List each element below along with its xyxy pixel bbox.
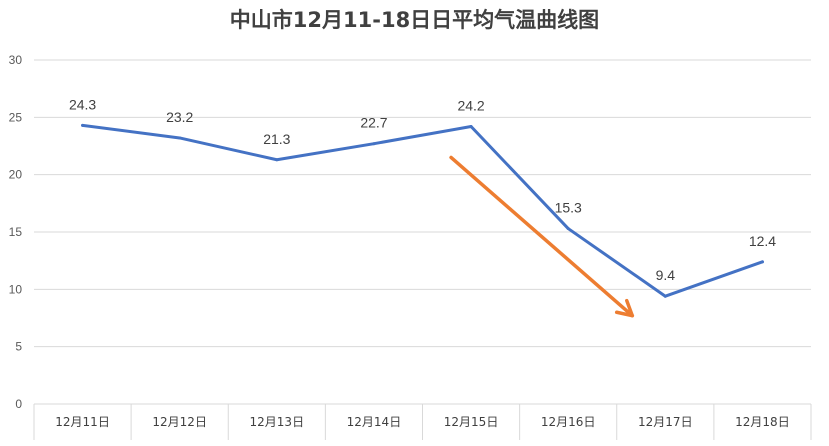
y-tick-label: 0 [15,397,22,411]
axes: 0 5 10 15 20 25 30 12月11日 12月12日 12月13日 12月14日 12月1… [9,53,812,440]
data-label: 23.2 [166,109,193,125]
data-point [275,158,279,162]
y-tick-label: 30 [9,53,23,67]
y-tick-label: 5 [15,340,22,354]
annotations [449,155,635,318]
data-label: 22.7 [360,115,387,131]
x-tick-label: 12月12日 [152,415,207,429]
data-point [663,294,667,298]
gridlines [34,59,811,348]
data-labels: 24.3 23.2 21.3 22.7 24.2 15.3 9.4 12.4 [69,96,776,283]
y-tick-label: 20 [9,168,23,182]
data-point [178,136,182,140]
y-tick-label: 10 [9,282,23,296]
data-point [372,142,376,146]
x-tick-label: 12月13日 [250,415,305,429]
x-tick-label: 12月16日 [541,415,596,429]
y-tick-label: 15 [9,225,23,239]
trend-arrow-head [614,298,635,318]
chart-title: 中山市12月11-18日日平均气温曲线图 [229,8,600,32]
data-label: 21.3 [263,131,290,147]
data-point [760,260,764,264]
series-line [81,123,764,298]
data-label: 15.3 [555,200,582,216]
data-point [469,125,473,129]
x-tick-label: 12月11日 [55,415,110,429]
data-label: 9.4 [656,267,676,283]
x-tick-label: 12月14日 [347,415,402,429]
series [81,123,764,298]
trend-arrow-shaft [449,155,635,318]
data-label: 24.3 [69,96,96,112]
y-tick-label: 25 [9,110,23,124]
data-point [81,123,85,127]
x-tick-label: 12月15日 [444,415,499,429]
data-label: 12.4 [749,233,776,249]
x-tick-label: 12月17日 [638,415,693,429]
data-label: 24.2 [457,98,484,114]
x-tick-label: 12月18日 [735,415,790,429]
data-point [566,227,570,231]
